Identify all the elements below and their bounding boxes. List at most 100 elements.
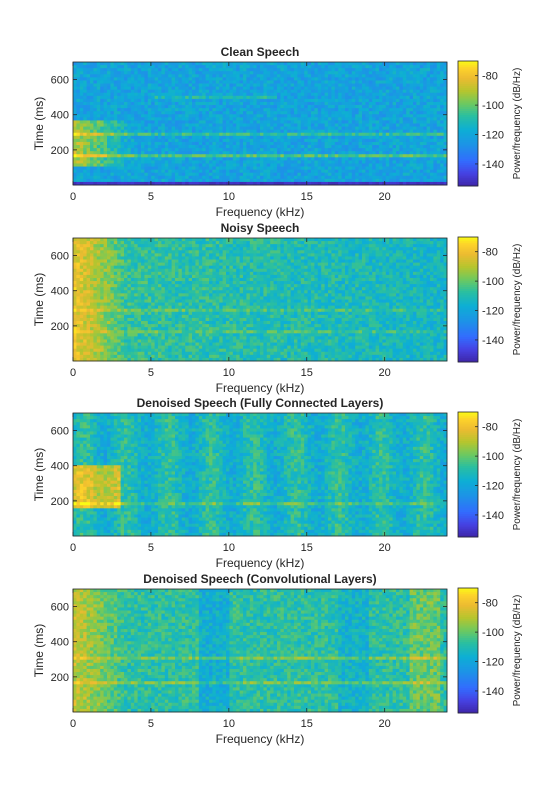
heatmap-cell <box>403 93 407 96</box>
heatmap-cell <box>440 105 444 108</box>
heatmap-cell <box>138 148 142 151</box>
heatmap-cell <box>178 244 182 247</box>
heatmap-cell <box>267 102 271 105</box>
heatmap-cell <box>185 124 189 127</box>
heatmap-cell <box>270 148 274 151</box>
heatmap-cell <box>277 87 281 90</box>
heatmap-cell <box>97 105 101 108</box>
heatmap-cell <box>87 130 91 133</box>
heatmap-cell <box>352 102 356 105</box>
heatmap-cell <box>301 93 305 96</box>
heatmap-cell <box>127 241 131 244</box>
heatmap-cell <box>440 120 444 123</box>
heatmap-cell <box>372 136 376 139</box>
heatmap-cell <box>297 154 301 157</box>
heatmap-cell <box>389 167 393 170</box>
heatmap-cell <box>301 84 305 87</box>
heatmap-cell <box>253 93 257 96</box>
heatmap-cell <box>155 77 159 80</box>
heatmap-cell <box>219 133 223 136</box>
heatmap-cell <box>165 151 169 154</box>
heatmap-cell <box>403 111 407 114</box>
heatmap-cell <box>410 117 414 120</box>
heatmap-cell <box>311 136 315 139</box>
heatmap-cell <box>178 130 182 133</box>
heatmap-cell <box>253 173 257 176</box>
heatmap-cell <box>240 163 244 166</box>
heatmap-cell <box>331 74 335 77</box>
heatmap-cell <box>372 160 376 163</box>
heatmap-cell <box>161 105 165 108</box>
heatmap-cell <box>192 74 196 77</box>
heatmap-cell <box>236 114 240 117</box>
heatmap-cell <box>93 77 97 80</box>
x-tick-label: 10 <box>223 191 235 203</box>
heatmap-cell <box>243 93 247 96</box>
heatmap-cell <box>362 87 366 90</box>
heatmap-cell <box>161 93 165 96</box>
heatmap-cell <box>253 145 257 148</box>
heatmap-cell <box>243 151 247 154</box>
heatmap-cell <box>93 68 97 71</box>
heatmap-cell <box>182 114 186 117</box>
heatmap-cell <box>382 74 386 77</box>
heatmap-cell <box>114 68 118 71</box>
heatmap-cell <box>161 62 165 65</box>
heatmap-cell <box>301 130 305 133</box>
heatmap-cell <box>308 170 312 173</box>
heatmap-cell <box>226 170 230 173</box>
heatmap-cell <box>80 71 84 74</box>
heatmap-cell <box>178 241 182 244</box>
heatmap-cell <box>338 68 342 71</box>
heatmap-cell <box>155 154 159 157</box>
heatmap-cell <box>406 84 410 87</box>
heatmap-cell <box>87 160 91 163</box>
heatmap-cell <box>263 96 267 99</box>
heatmap-cell <box>379 93 383 96</box>
heatmap-cell <box>212 241 216 244</box>
heatmap-cell <box>423 62 427 65</box>
heatmap-cell <box>199 77 203 80</box>
heatmap-cell <box>100 179 104 182</box>
heatmap-cell <box>161 250 165 253</box>
heatmap-cell <box>182 124 186 127</box>
heatmap-cell <box>328 124 332 127</box>
heatmap-cell <box>359 139 363 142</box>
heatmap-cell <box>87 120 91 123</box>
heatmap-cell <box>433 179 437 182</box>
heatmap-cell <box>311 127 315 130</box>
heatmap-cell <box>321 77 325 80</box>
heatmap-cell <box>76 170 80 173</box>
heatmap-cell <box>338 99 342 102</box>
heatmap-cell <box>226 133 230 136</box>
heatmap-cell <box>342 176 346 179</box>
heatmap-cell <box>87 173 91 176</box>
heatmap-cell <box>117 117 121 120</box>
heatmap-cell <box>338 154 342 157</box>
heatmap-cell <box>246 170 250 173</box>
heatmap-cell <box>155 68 159 71</box>
heatmap-cell <box>369 139 373 142</box>
heatmap-cell <box>117 133 121 136</box>
heatmap-cell <box>342 77 346 80</box>
heatmap-cell <box>318 145 322 148</box>
heatmap-cell <box>189 99 193 102</box>
heatmap-cell <box>117 74 121 77</box>
heatmap-cell <box>124 68 128 71</box>
heatmap-cell <box>182 250 186 253</box>
heatmap-cell <box>148 105 152 108</box>
heatmap-cell <box>240 124 244 127</box>
heatmap-cell <box>260 133 264 136</box>
heatmap-cell <box>297 124 301 127</box>
heatmap-cell <box>328 136 332 139</box>
heatmap-cell <box>141 167 145 170</box>
heatmap-cell <box>403 117 407 120</box>
heatmap-cell <box>250 77 254 80</box>
heatmap-cell <box>117 111 121 114</box>
heatmap-cell <box>93 114 97 117</box>
heatmap-cell <box>352 127 356 130</box>
heatmap-cell <box>318 114 322 117</box>
heatmap-cell <box>420 87 424 90</box>
heatmap-cell <box>386 160 390 163</box>
heatmap-cell <box>427 102 431 105</box>
